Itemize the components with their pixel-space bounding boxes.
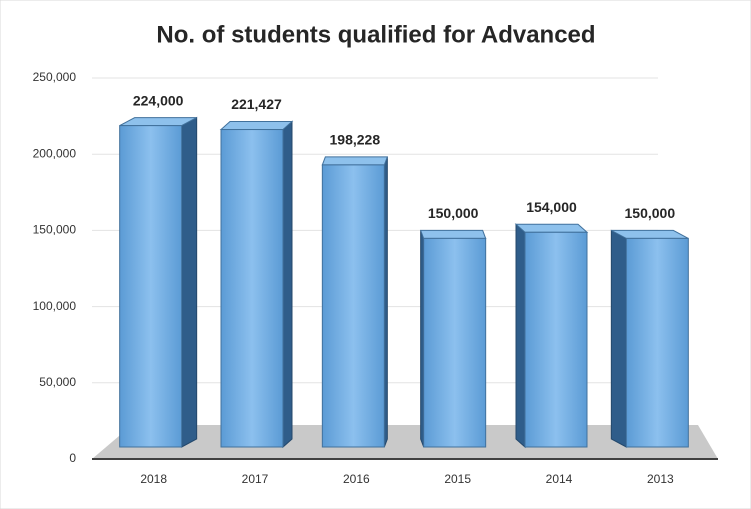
y-tick-label: 0	[69, 451, 76, 465]
y-tick-label: 100,000	[33, 299, 77, 313]
value-label: 198,228	[330, 132, 381, 148]
x-tick-label: 2018	[140, 472, 167, 486]
bar-top	[219, 121, 294, 131]
value-label: 150,000	[428, 205, 479, 221]
y-tick-label: 150,000	[33, 223, 77, 237]
bar-side	[610, 229, 627, 448]
bar-side	[515, 223, 526, 449]
bar-front	[119, 125, 183, 448]
bar	[419, 229, 487, 448]
bar-side	[181, 116, 198, 448]
bar-top	[321, 156, 389, 166]
bar-top	[419, 229, 487, 239]
bar-top	[514, 223, 589, 233]
value-label: 221,427	[231, 96, 282, 112]
y-tick-label: 200,000	[33, 146, 77, 160]
bar-front	[524, 231, 588, 448]
x-tick-label: 2014	[546, 472, 573, 486]
x-tick-label: 2016	[343, 472, 370, 486]
bar-front	[321, 164, 385, 448]
bar	[219, 120, 294, 449]
x-tick-label: 2015	[444, 472, 471, 486]
bar-front	[220, 129, 284, 448]
bar	[514, 223, 589, 449]
chart-title: No. of students qualified for Advanced	[156, 21, 595, 48]
value-label: 224,000	[133, 92, 184, 108]
y-tick-label: 250,000	[33, 70, 77, 84]
y-tick-label: 50,000	[39, 375, 76, 389]
x-tick-label: 2017	[242, 472, 269, 486]
bar	[321, 156, 389, 448]
bar	[119, 116, 198, 448]
value-label: 154,000	[526, 199, 577, 215]
value-label: 150,000	[625, 205, 676, 221]
bar-side	[282, 120, 293, 449]
bar	[610, 229, 689, 448]
x-tick-label: 2013	[647, 472, 674, 486]
bar-front	[423, 237, 487, 448]
bar-front	[625, 237, 689, 448]
